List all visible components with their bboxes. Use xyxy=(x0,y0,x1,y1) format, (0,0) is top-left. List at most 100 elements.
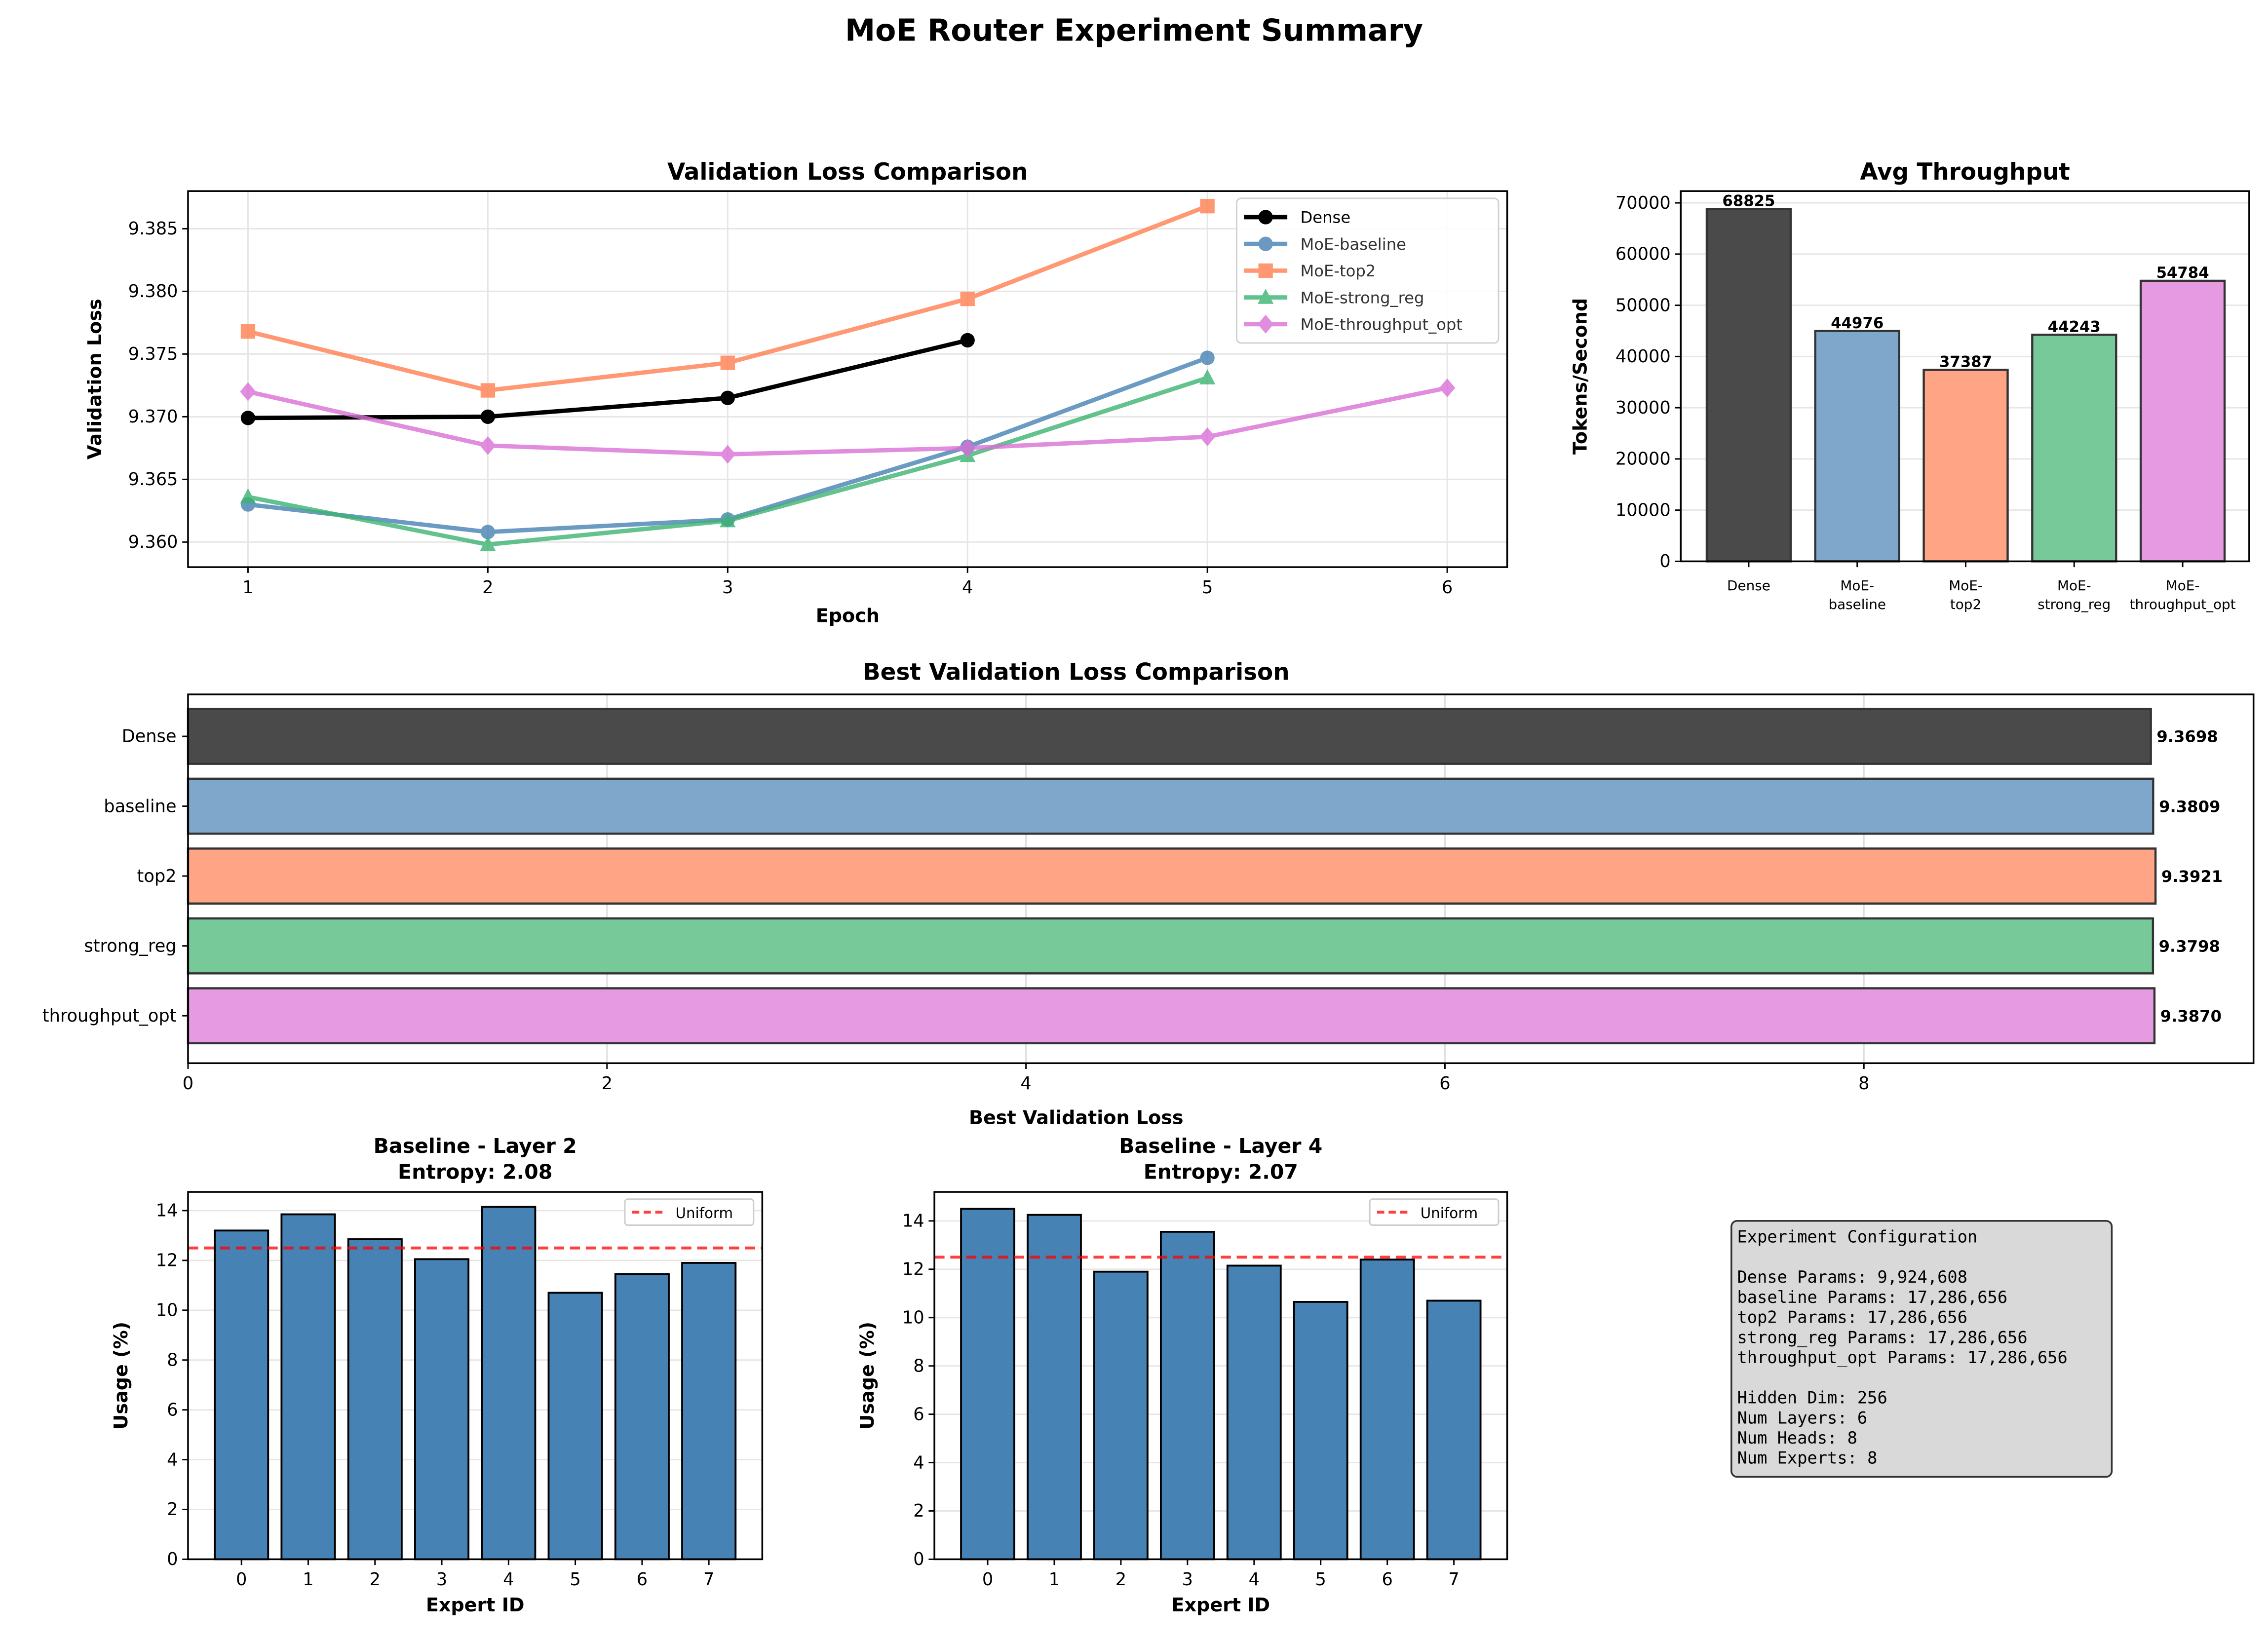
x-tick-label: MoE- xyxy=(1840,577,1874,594)
chart-subtitle: Entropy: 2.08 xyxy=(398,1160,552,1184)
config-line: Hidden Dim: 256 xyxy=(1737,1388,1887,1408)
data-point-triangle xyxy=(1258,289,1274,304)
bar-value-label: 44976 xyxy=(1831,314,1884,332)
bar-value-label: 9.3870 xyxy=(2160,1007,2222,1026)
bar-expert-3 xyxy=(1159,1230,1215,1561)
legend-item: MoE-top2 xyxy=(1244,262,1376,280)
bar-Dense xyxy=(1705,208,1792,563)
legend-item: MoE-strong_reg xyxy=(1244,288,1424,307)
y-tick-label: 9.360 xyxy=(128,532,178,552)
legend-item: MoE-baseline xyxy=(1244,235,1406,254)
y-tick-label: top2 xyxy=(137,866,177,886)
x-tick-label: 8 xyxy=(1858,1073,1869,1094)
data-point-triangle xyxy=(720,512,736,528)
x-axis-label: Expert ID xyxy=(1171,1594,1270,1616)
axes-frame xyxy=(187,693,2255,1065)
chart-subtitle: Entropy: 2.07 xyxy=(1144,1160,1298,1184)
bar-baseline xyxy=(187,777,2154,835)
legend: Uniform xyxy=(624,1198,755,1226)
bar-expert-7 xyxy=(1426,1299,1482,1561)
series-line xyxy=(248,338,968,420)
legend-label: Uniform xyxy=(676,1205,733,1221)
bar-expert-2 xyxy=(1093,1270,1149,1561)
y-tick-label: 9.385 xyxy=(128,219,178,239)
axes-frame xyxy=(187,1191,764,1561)
data-point-circle xyxy=(1258,236,1273,251)
data-point-square xyxy=(1258,263,1273,278)
axes-frame xyxy=(933,1191,1508,1561)
bar-value-label: 68825 xyxy=(1722,192,1775,210)
bar-expert-1 xyxy=(280,1213,336,1561)
x-tick-label: 2 xyxy=(370,1569,381,1590)
data-point-diamond xyxy=(960,438,976,457)
y-tick-label: 14 xyxy=(156,1201,178,1221)
legend-box xyxy=(1369,1198,1499,1226)
bar-MoE-top2 xyxy=(1922,369,2009,563)
y-tick-label: 9.380 xyxy=(128,281,178,302)
x-axis-label: Best Validation Loss xyxy=(969,1106,1184,1128)
legend-box xyxy=(624,1198,755,1226)
y-tick-label: 9.370 xyxy=(128,407,178,427)
data-point-circle xyxy=(960,333,975,348)
x-tick-label: 5 xyxy=(1202,577,1213,598)
y-axis-label: Usage (%) xyxy=(110,1322,132,1430)
bar-value-label: 37387 xyxy=(1939,353,1992,371)
chart-title: Baseline - Layer 2 xyxy=(374,1134,577,1158)
x-tick-label: 4 xyxy=(962,577,973,598)
validation-loss-chart: 1 2 3 4 5 6 9.360 9.365 9.370 9.375 9.380 9.385 Vali… xyxy=(84,158,1508,626)
x-tick-label: 1 xyxy=(242,577,253,598)
y-axis-label: Tokens/Second xyxy=(1570,298,1591,455)
x-tick-label: 2 xyxy=(1115,1569,1126,1590)
x-tick-label: 2 xyxy=(482,577,493,598)
x-tick-label: 0 xyxy=(183,1073,193,1094)
legend-label: Uniform xyxy=(1421,1205,1478,1221)
data-point-triangle xyxy=(480,535,496,551)
bar-expert-5 xyxy=(1293,1301,1348,1561)
y-tick-label: 10 xyxy=(156,1300,178,1321)
axes-frame xyxy=(187,190,1508,568)
y-tick-label: 40000 xyxy=(1615,346,1671,367)
x-tick-label: MoE- xyxy=(1949,577,1983,594)
x-tick-label: MoE- xyxy=(2057,577,2091,594)
bar-MoE-throughput_opt xyxy=(2139,279,2226,563)
bar-throughput_opt xyxy=(187,987,2156,1045)
bar-value-label: 9.3921 xyxy=(2161,867,2223,886)
config-line: top2 Params: 17,286,656 xyxy=(1737,1308,1967,1327)
x-axis-label: Epoch xyxy=(816,605,880,626)
bar-MoE-baseline xyxy=(1814,330,1900,563)
bar-expert-3 xyxy=(414,1258,470,1561)
bar-expert-2 xyxy=(347,1238,403,1561)
bar-value-label: 54784 xyxy=(2156,264,2209,282)
data-point-circle xyxy=(480,525,496,539)
x-tick-label: 3 xyxy=(436,1569,447,1590)
x-tick-label: 3 xyxy=(722,577,733,598)
config-line: Num Experts: 8 xyxy=(1737,1448,1878,1468)
x-tick-label: baseline xyxy=(1828,596,1886,612)
x-tick-label: 1 xyxy=(303,1569,313,1590)
data-point-circle xyxy=(240,411,256,425)
figure-title: MoE Router Experiment Summary xyxy=(845,12,1423,48)
y-tick-label: 20000 xyxy=(1615,449,1671,469)
x-tick-label: 6 xyxy=(637,1569,648,1590)
bar-expert-6 xyxy=(614,1273,670,1561)
y-tick-label: 70000 xyxy=(1615,193,1671,213)
x-tick-label: 6 xyxy=(1382,1569,1392,1590)
x-tick-label: 7 xyxy=(1448,1569,1459,1590)
x-tick-label: throughput_opt xyxy=(2130,596,2236,612)
config-line: Num Heads: 8 xyxy=(1737,1428,1857,1448)
y-tick-label: 8 xyxy=(913,1356,924,1376)
x-tick-label: 5 xyxy=(1315,1569,1326,1590)
data-point-square xyxy=(960,291,975,306)
data-point-square xyxy=(1200,199,1215,214)
y-tick-label: baseline xyxy=(104,796,176,816)
config-line: Experiment Configuration xyxy=(1737,1227,1978,1247)
bar-expert-4 xyxy=(481,1206,537,1561)
config-line: Num Layers: 6 xyxy=(1737,1408,1868,1427)
x-tick-label: 5 xyxy=(570,1569,580,1590)
data-point-circle xyxy=(1200,350,1215,365)
y-tick-label: 14 xyxy=(902,1211,924,1231)
data-point-triangle xyxy=(240,488,256,504)
